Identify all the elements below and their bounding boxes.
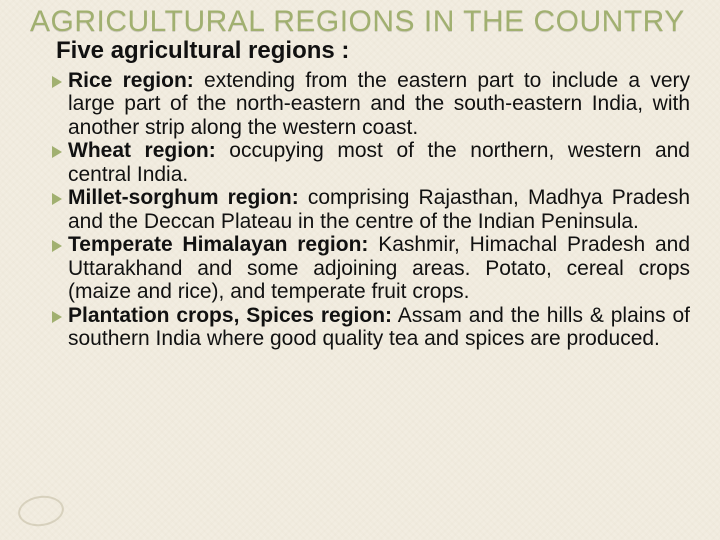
list-item-label: Wheat region: bbox=[68, 139, 216, 162]
list-item-label: Temperate Himalayan region: bbox=[68, 233, 368, 256]
list-item-text: Rice region: extending from the eastern … bbox=[68, 69, 690, 140]
list-item: Millet-sorghum region: comprising Rajast… bbox=[52, 186, 690, 233]
list-item-text: Millet-sorghum region: comprising Rajast… bbox=[68, 186, 690, 233]
chevron-right-icon bbox=[52, 311, 62, 323]
list-item-label: Rice region: bbox=[68, 69, 194, 92]
list-item-text: Temperate Himalayan region: Kashmir, Him… bbox=[68, 233, 690, 304]
list-item: Rice region: extending from the eastern … bbox=[52, 69, 690, 140]
chevron-right-icon bbox=[52, 76, 62, 88]
list-item: Temperate Himalayan region: Kashmir, Him… bbox=[52, 233, 690, 304]
list-item-label: Plantation crops, Spices region: bbox=[68, 304, 392, 327]
list-item-text: Plantation crops, Spices region: Assam a… bbox=[68, 304, 690, 351]
slide-content: AGRICULTURAL REGIONS IN THE COUNTRY Five… bbox=[0, 0, 720, 351]
chevron-right-icon bbox=[52, 146, 62, 158]
list-item: Plantation crops, Spices region: Assam a… bbox=[52, 304, 690, 351]
chevron-right-icon bbox=[52, 193, 62, 205]
bullet-list: Rice region: extending from the eastern … bbox=[52, 69, 690, 351]
chevron-right-icon bbox=[52, 240, 62, 252]
list-item-label: Millet-sorghum region: bbox=[68, 186, 299, 209]
list-item-text: Wheat region: occupying most of the nort… bbox=[68, 139, 690, 186]
slide-subtitle: Five agricultural regions : bbox=[56, 38, 690, 63]
slide-title: AGRICULTURAL REGIONS IN THE COUNTRY bbox=[30, 6, 690, 38]
list-item: Wheat region: occupying most of the nort… bbox=[52, 139, 690, 186]
